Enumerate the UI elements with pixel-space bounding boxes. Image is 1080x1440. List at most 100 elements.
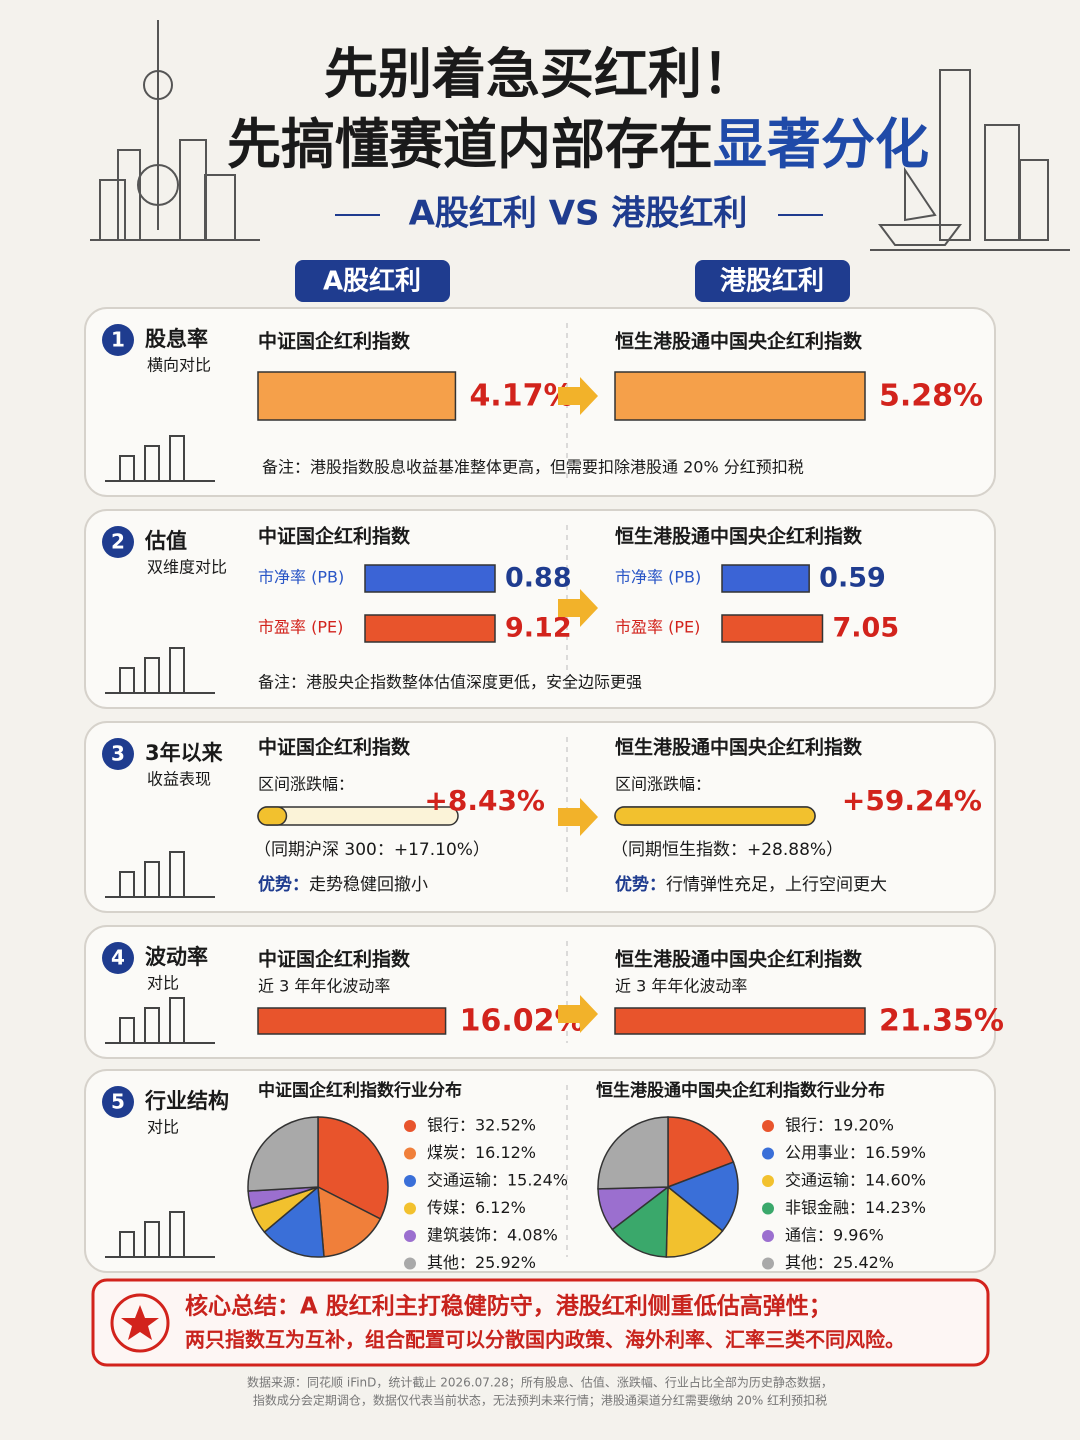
advantage-label: 优势： [615, 874, 666, 895]
title-highlight: 显著分化 [713, 113, 929, 176]
bar [721, 564, 810, 593]
value-label: 0.88 [505, 563, 572, 594]
value-label: 0.59 [819, 563, 886, 594]
legend-dot [762, 1147, 774, 1160]
summary-line: 两只指数互为互补，组合配置可以分散国内政策、海外利率、汇率三类不同风险。 [185, 1328, 905, 1352]
comparison: （同期恒生指数：+28.88%） [611, 840, 843, 860]
pie-slice [263, 1185, 325, 1258]
legend-dot [404, 1257, 416, 1270]
pie-slice [317, 1116, 389, 1220]
index-name: 中证国企红利指数 [258, 330, 411, 353]
note: 备注：港股央企指数整体估值深度更低，安全边际更强 [258, 673, 642, 692]
caption: 区间涨跌幅： [615, 775, 711, 794]
legend-label: 交通运输：15.24% [427, 1171, 568, 1190]
advantage-label: 优势： [258, 874, 309, 895]
section-number: 5 [111, 1090, 125, 1114]
legend-label: 其他：25.42% [785, 1253, 894, 1272]
section-card [84, 307, 996, 497]
section-subtitle: 收益表现 [147, 770, 211, 789]
index-name: 恒生港股通中国央企红利指数 [615, 525, 863, 548]
icon [105, 851, 215, 898]
section-card [84, 721, 996, 913]
legend-dot [404, 1175, 416, 1187]
progress-bar [257, 806, 288, 826]
legend-label: 公用事业：16.59% [785, 1143, 926, 1162]
skyline-left [90, 20, 260, 241]
summary-badge [110, 1293, 170, 1353]
summary-star [121, 1305, 159, 1340]
title-text: 先搞懂赛道内部存在 [227, 113, 713, 176]
section-card [84, 509, 996, 709]
legend-dot [404, 1147, 416, 1160]
advantage: 优势：走势稳健回撤小 [258, 874, 428, 895]
legend-dot [762, 1257, 774, 1270]
sections: 1 股息率横向对比中证国企红利指数4.17%恒生港股通中国央企红利指数5.28%备… [84, 307, 1004, 1273]
metric-label: 市净率 (PB) [258, 568, 344, 587]
section-subtitle: 对比 [147, 974, 179, 993]
value-label: 4.17% [469, 379, 573, 414]
footer-line: 指数成分会定期调仓，数据仅代表当前状态，无法预判未来行情；港股通渠道分红需要缴纳… [253, 1393, 827, 1408]
summary-line: 核心总结：A 股红利主打稳健防守，港股红利侧重低估高弹性； [185, 1293, 832, 1320]
advantage: 优势：行情弹性充足，上行空间更大 [615, 874, 887, 895]
legend-dot [762, 1202, 774, 1215]
title-line1: 先别着急买红利！ [324, 43, 756, 106]
arrow [558, 589, 598, 627]
value-label: 5.28% [879, 379, 983, 414]
legend-dot [762, 1120, 774, 1132]
value-label: 9.12 [505, 613, 572, 644]
section-title: 3年以来 [145, 741, 224, 765]
arrow [558, 377, 598, 415]
pie-slice [317, 1185, 382, 1258]
advantage-text: 走势稳健回撤小 [309, 875, 428, 895]
value-label: +59.24% [842, 784, 982, 817]
legend-label: 非银金融：14.23% [785, 1198, 926, 1217]
legend-dot [762, 1230, 774, 1242]
subtitle: A股红利 VS 港股红利 [409, 194, 748, 234]
section-subtitle: 横向对比 [147, 356, 211, 375]
bar [364, 564, 496, 593]
metric-label: 市净率 (PB) [615, 568, 701, 587]
section-subtitle: 双维度对比 [147, 558, 227, 577]
legend-dot [762, 1175, 774, 1187]
icon [105, 435, 215, 482]
section-number: 1 [111, 328, 125, 352]
column-title: A股红利 [323, 266, 421, 297]
value-label: 21.35% [879, 1004, 1004, 1039]
advantage-text: 行情弹性充足，上行空间更大 [666, 875, 887, 895]
legend-dot [404, 1230, 416, 1242]
section-subtitle: 对比 [147, 1118, 179, 1137]
section-title: 行业结构 [144, 1089, 229, 1113]
index-name: 恒生港股通中国央企红利指数 [615, 948, 863, 971]
comparison: （同期沪深 300：+17.10%） [254, 840, 490, 860]
number-badge [102, 526, 134, 558]
legend-label: 通信：9.96% [785, 1226, 884, 1245]
legend-label: 煤炭：16.12% [427, 1143, 536, 1162]
section-title: 估值 [144, 529, 187, 553]
value-label: 7.05 [832, 613, 899, 644]
number-badge [102, 738, 134, 770]
icon [105, 997, 215, 1044]
title-line2: 先搞懂赛道内部存在显著分化 [227, 113, 929, 176]
note: 备注：港股指数股息收益基准整体更高，但需要扣除港股通 20% 分红预扣税 [262, 458, 804, 477]
section-number: 4 [111, 946, 125, 970]
bar [257, 1007, 447, 1035]
bar [614, 1007, 866, 1035]
skyline-right [870, 69, 1070, 251]
arrow [558, 798, 598, 836]
pie-slice [665, 1185, 724, 1258]
section-number: 3 [111, 742, 125, 766]
pie-slice [597, 1116, 669, 1190]
icon [105, 1211, 215, 1258]
index-name: 恒生港股通中国央企红利指数 [615, 330, 863, 353]
pie-slice [247, 1116, 319, 1192]
pie-title: 中证国企红利指数行业分布 [258, 1080, 462, 1101]
arrow [558, 995, 598, 1033]
legend-label: 传媒：6.12% [427, 1198, 526, 1217]
pie-title: 恒生港股通中国央企红利指数行业分布 [596, 1080, 885, 1101]
column-pill [695, 260, 850, 302]
caption: 近 3 年年化波动率 [615, 977, 747, 996]
bar [364, 614, 496, 643]
footer-line: 数据来源：同花顺 iFinD，统计截止 2026.07.28；所有股息、估值、涨… [247, 1375, 833, 1390]
progress-bar [614, 806, 816, 826]
